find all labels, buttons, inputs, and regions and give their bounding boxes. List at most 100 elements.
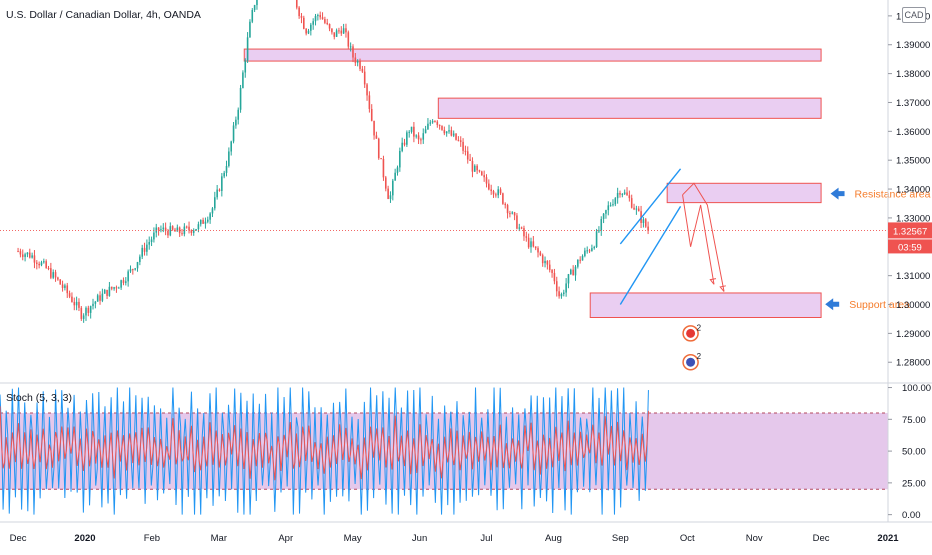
candle-body (54, 272, 57, 278)
candle-body (305, 28, 307, 34)
candle-body (157, 227, 160, 231)
candle-body (125, 281, 127, 283)
candle-body (300, 16, 303, 18)
countdown-label: 03:59 (898, 242, 922, 253)
candle-body (253, 5, 256, 11)
candle-body (628, 195, 631, 199)
candle-body (61, 284, 64, 288)
candle-body (352, 46, 354, 58)
candle-body (553, 272, 556, 282)
candle-body (644, 219, 647, 227)
candle-body (345, 28, 347, 33)
candle-body (593, 246, 596, 249)
candle-body (139, 256, 141, 263)
candle-body (26, 252, 29, 255)
channel-line (619, 168, 682, 245)
price-tick-label: 1.38000 (896, 69, 930, 80)
candle-body (295, 0, 298, 8)
candle-body (584, 250, 586, 256)
candle-body (202, 219, 204, 224)
candle-body (436, 121, 439, 125)
candle-body (565, 283, 567, 293)
candle-body (228, 151, 230, 166)
candle-body (366, 84, 368, 96)
stoch-k-line (0, 387, 649, 515)
candle-body (600, 219, 603, 231)
candle-body (511, 212, 514, 214)
candle-body (509, 213, 511, 215)
candle-body (534, 246, 537, 249)
candle-body (595, 231, 598, 247)
stoch-tick-label: 75.00 (902, 415, 926, 426)
candle-body (481, 171, 483, 176)
candle-body (396, 167, 399, 173)
candle-body (204, 221, 207, 224)
candle-body (148, 242, 151, 245)
candle-body (488, 183, 490, 190)
candle-body (363, 71, 366, 85)
candle-body (389, 195, 392, 199)
candle-body (523, 228, 525, 237)
candle-body (537, 248, 539, 253)
price-tick-label: 1.35000 (896, 156, 930, 167)
symbol-title: U.S. Dollar / Canadian Dollar, 4h, OANDA (6, 9, 201, 21)
annotation-label: Support area (849, 299, 910, 311)
support-zone (589, 292, 822, 319)
candle-body (504, 203, 507, 206)
candle-body (117, 287, 120, 289)
candle-body (331, 28, 333, 33)
candle-body (633, 207, 635, 210)
candle-body (520, 227, 523, 229)
candle-body (340, 30, 343, 34)
candle-body (562, 292, 565, 295)
candle-body (338, 30, 340, 32)
candle-body (181, 233, 183, 235)
time-tick-label: Mar (211, 533, 227, 544)
candle-body (190, 230, 193, 233)
candle-body (450, 130, 453, 136)
candle-body (530, 241, 532, 248)
candle-body (85, 307, 87, 316)
resistance-zone (666, 182, 822, 204)
candle-body (551, 270, 553, 273)
candle-body (188, 226, 190, 231)
candle-body (541, 255, 544, 264)
candle-body (434, 121, 436, 123)
candle-body (532, 241, 535, 247)
candle-body (78, 301, 80, 308)
candle-body (43, 261, 45, 263)
candle-body (464, 150, 467, 152)
candle-body (410, 126, 413, 132)
candle-body (319, 15, 322, 18)
candle-body (443, 129, 446, 134)
candle-body (441, 125, 443, 130)
candle-body (513, 212, 516, 216)
candle-body (216, 189, 218, 198)
projection-arrow (682, 194, 715, 285)
candle-body (197, 224, 200, 230)
candle-body (471, 160, 474, 172)
annotation-arrow (830, 187, 845, 200)
candle-body (459, 140, 462, 142)
candle-body (621, 193, 624, 195)
candle-body (82, 315, 85, 319)
currency-badge[interactable]: CAD (902, 7, 926, 23)
stoch-tick-label: 50.00 (902, 447, 926, 458)
candle-body (176, 227, 179, 232)
candle-body (492, 191, 495, 195)
candle-body (539, 252, 542, 256)
candle-body (579, 259, 581, 261)
candle-body (103, 289, 106, 294)
annotation-label: Resistance area (855, 189, 931, 201)
candle-body (647, 226, 649, 231)
countdown-badge (888, 239, 932, 254)
event-count: 2 (697, 323, 702, 332)
candle-body (361, 68, 364, 72)
stoch-lines (0, 387, 649, 515)
candle-body (525, 236, 528, 238)
time-tick-label: Feb (144, 533, 160, 544)
candle-body (24, 254, 26, 257)
candle-body (588, 250, 591, 252)
